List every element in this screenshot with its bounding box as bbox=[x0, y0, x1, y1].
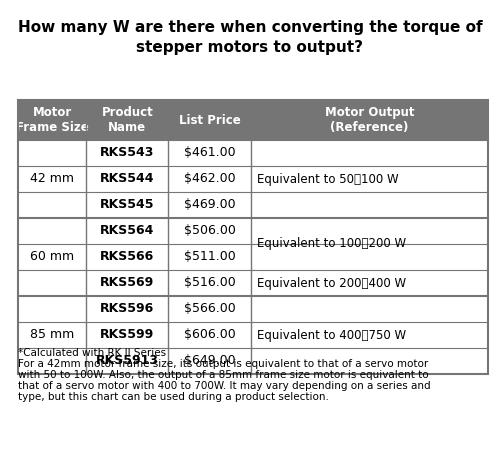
Text: RKS564: RKS564 bbox=[100, 225, 154, 237]
Text: For a 42mm motor frame size, its output is equivalent to that of a servo motor: For a 42mm motor frame size, its output … bbox=[18, 359, 428, 369]
Text: 42 mm: 42 mm bbox=[30, 172, 74, 185]
Text: Equivalent to 50〜100 W: Equivalent to 50〜100 W bbox=[256, 172, 398, 185]
Bar bbox=[18, 140, 488, 166]
Text: $566.00: $566.00 bbox=[184, 303, 236, 315]
Text: RKS566: RKS566 bbox=[100, 251, 154, 263]
Text: with 50 to 100W. Also, the output of a 85mm frame size motor is equivalent to: with 50 to 100W. Also, the output of a 8… bbox=[18, 370, 428, 380]
Bar bbox=[18, 270, 488, 296]
Text: $462.00: $462.00 bbox=[184, 172, 236, 185]
Text: RKS569: RKS569 bbox=[100, 277, 154, 289]
Text: that of a servo motor with 400 to 700W. It may vary depending on a series and: that of a servo motor with 400 to 700W. … bbox=[18, 381, 430, 391]
Text: $516.00: $516.00 bbox=[184, 277, 236, 289]
Text: $511.00: $511.00 bbox=[184, 251, 236, 263]
Text: Product
Name: Product Name bbox=[102, 106, 153, 134]
Text: $469.00: $469.00 bbox=[184, 199, 236, 211]
Text: type, but this chart can be used during a product selection.: type, but this chart can be used during … bbox=[18, 392, 329, 402]
Text: *Calculated with RK II Series: *Calculated with RK II Series bbox=[18, 348, 166, 358]
Text: $506.00: $506.00 bbox=[184, 225, 236, 237]
Text: $461.00: $461.00 bbox=[184, 146, 236, 160]
Text: RKS599: RKS599 bbox=[100, 329, 154, 342]
Bar bbox=[18, 100, 488, 140]
Text: stepper motors to output?: stepper motors to output? bbox=[136, 40, 364, 55]
Text: RKS543: RKS543 bbox=[100, 146, 154, 160]
Bar bbox=[18, 166, 488, 192]
Bar bbox=[18, 100, 488, 374]
Bar bbox=[18, 218, 488, 244]
Text: Equivalent to 200〜400 W: Equivalent to 200〜400 W bbox=[256, 277, 406, 289]
Text: $606.00: $606.00 bbox=[184, 329, 236, 342]
Text: List Price: List Price bbox=[178, 113, 240, 126]
Text: Motor
Frame Size: Motor Frame Size bbox=[16, 106, 88, 134]
Text: RKS5913: RKS5913 bbox=[96, 354, 159, 368]
Text: 60 mm: 60 mm bbox=[30, 251, 74, 263]
Text: RKS545: RKS545 bbox=[100, 199, 154, 211]
Text: $649.00: $649.00 bbox=[184, 354, 236, 368]
Bar bbox=[18, 192, 488, 218]
Text: Motor Output
(Reference): Motor Output (Reference) bbox=[324, 106, 414, 134]
Bar bbox=[18, 244, 488, 270]
Bar bbox=[18, 296, 488, 322]
Text: 85 mm: 85 mm bbox=[30, 329, 74, 342]
Text: How many W are there when converting the torque of: How many W are there when converting the… bbox=[18, 20, 482, 35]
Bar bbox=[18, 348, 488, 374]
Text: RKS544: RKS544 bbox=[100, 172, 154, 185]
Text: Equivalent to 400〜750 W: Equivalent to 400〜750 W bbox=[256, 329, 406, 342]
Text: RKS596: RKS596 bbox=[100, 303, 154, 315]
Text: Equivalent to 100〜200 W: Equivalent to 100〜200 W bbox=[256, 237, 406, 251]
Bar bbox=[18, 322, 488, 348]
